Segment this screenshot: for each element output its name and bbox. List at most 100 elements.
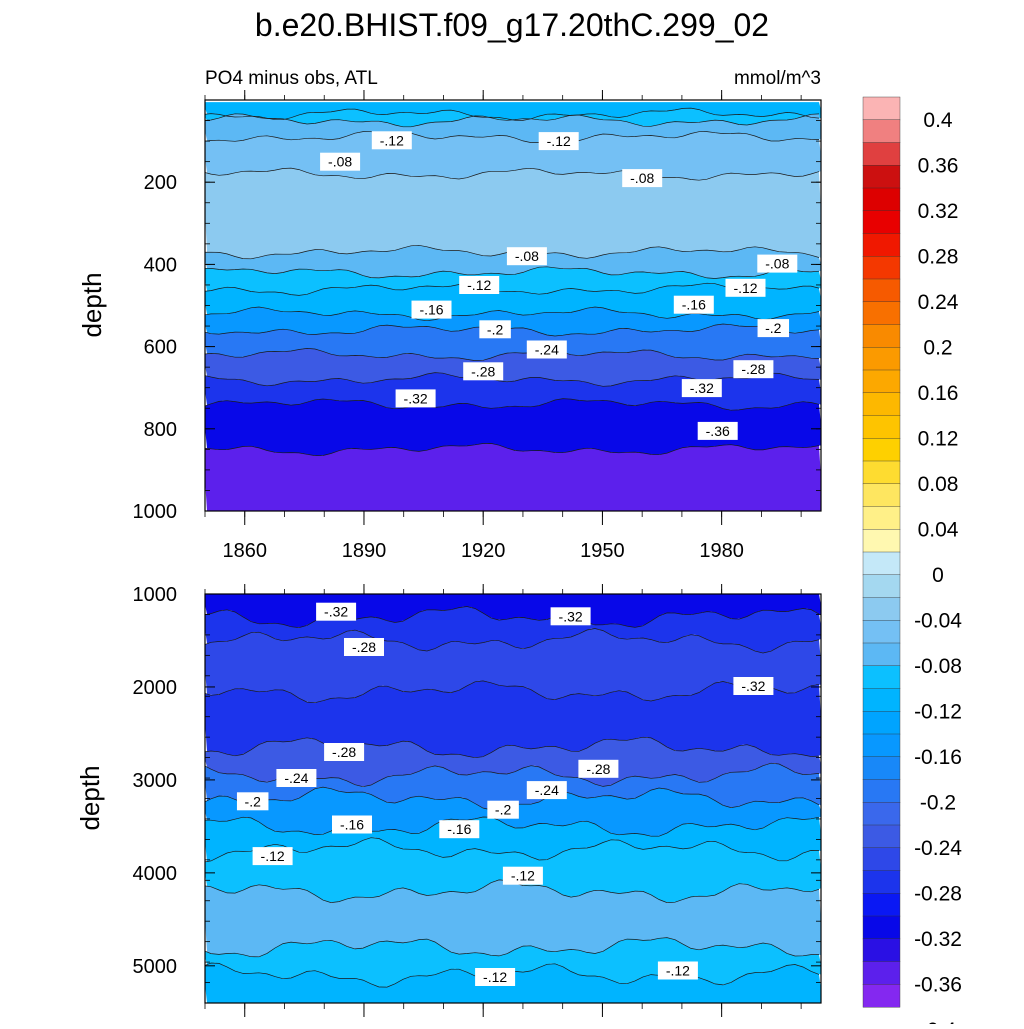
lower-contour-label-text: -.12 [483, 969, 507, 985]
colorbar-box [862, 392, 901, 416]
upper-band [205, 307, 821, 336]
upper-x-tick-label: 1950 [580, 540, 625, 562]
upper-y-tick-label: 800 [144, 419, 177, 441]
colorbar-tick-label: 0.12 [918, 427, 959, 450]
lower-contour-label-bg [316, 602, 357, 621]
colorbar-box [862, 893, 901, 917]
lower-contour-label-text: -.32 [741, 678, 765, 694]
upper-contour-line [205, 398, 820, 411]
lower-contour-label-bg [236, 792, 269, 811]
upper-contour-label-text: -.08 [515, 248, 539, 264]
lower-contour-label-text: -.24 [284, 770, 308, 786]
colorbar-box [862, 915, 901, 940]
lower-contour-line [205, 736, 820, 759]
colorbar-box [862, 688, 901, 712]
colorbar-tick-label: -0.36 [914, 973, 962, 996]
colorbar-box [862, 870, 901, 894]
colorbar-tick-label: 0.4 [923, 109, 953, 132]
lower-contour-label: -.2 [487, 800, 519, 819]
lower-contour-label-text: -.32 [324, 604, 348, 620]
colorbar-box [862, 210, 901, 234]
upper-contour-label: -.08 [757, 254, 798, 273]
lower-contour-label-text: -.12 [511, 868, 535, 884]
colorbar-box [862, 802, 901, 826]
lower-contour-label-bg [475, 968, 516, 986]
upper-band [205, 283, 821, 321]
lower-contour-label: -.12 [252, 847, 293, 866]
upper-contour-label-text: -.28 [741, 361, 765, 377]
colorbar-boxes [862, 96, 901, 1008]
upper-contour-label-bg [681, 379, 722, 398]
colorbar-tick-label: -0.12 [914, 700, 962, 723]
upper-band [205, 102, 821, 121]
colorbar-box [862, 506, 901, 530]
upper-contour-label: -.12 [459, 276, 500, 294]
colorbar-tick-label: -0.24 [914, 837, 962, 860]
upper-contour-label: -.12 [538, 132, 579, 151]
lower-contour-labels: -.32 -.32 -.28 -.32 -.28 -.28 -.24 -.24 -.2 -.2 -.… [236, 602, 774, 986]
lower-contour-label-text: -.2 [495, 802, 512, 818]
colorbar-tick-label: 0 [932, 564, 944, 587]
upper-x-tick-label: 1890 [342, 540, 387, 562]
colorbar-box [862, 324, 901, 348]
upper-contour-fill [205, 102, 821, 511]
colorbar-box [862, 483, 901, 507]
colorbar-tick-label: 0.04 [918, 518, 959, 541]
colorbar-box [862, 233, 901, 257]
upper-contour-label: -.28 [463, 362, 504, 381]
upper-band [205, 266, 821, 296]
upper-contour-label: -.2 [757, 319, 790, 338]
upper-contour-label-text: -.32 [690, 380, 714, 396]
colorbar-box [862, 847, 901, 871]
colorbar-tick-label: -0.16 [914, 746, 962, 769]
upper-y-axis-label: depth [77, 272, 107, 337]
upper-contour-label-bg [757, 319, 790, 338]
chart-title: b.e20.BHIST.f09_g17.20thC.299_02 [255, 7, 769, 43]
upper-contour-label-text: -.16 [682, 297, 706, 313]
upper-contour-label: -.12 [725, 278, 766, 297]
upper-ticks: 200 400 600 800 1000 1860 1890 1920 1950 1980 [133, 90, 821, 562]
upper-contour-label-text: -.12 [380, 132, 404, 148]
colorbar-tick-label: 0.24 [918, 291, 959, 314]
lower-contour-label-bg [332, 815, 372, 834]
upper-contour-label: -.24 [526, 340, 567, 359]
upper-contour-label-bg [506, 247, 547, 266]
lower-contour-line [205, 837, 820, 863]
upper-contour-label-bg [538, 132, 579, 151]
colorbar-tick-label: 0.32 [918, 200, 959, 223]
lower-contour-label-bg [526, 781, 567, 800]
lower-y-tick-label: 4000 [133, 863, 178, 885]
colorbar-box [862, 574, 901, 598]
lower-band [205, 763, 821, 810]
upper-contour-label: -.08 [320, 152, 361, 171]
lower-contour-label-text: -.32 [559, 608, 583, 624]
upper-contour-label-bg [673, 295, 714, 314]
lower-contour-label: -.28 [324, 743, 365, 761]
lower-y-tick-label: 1000 [133, 584, 178, 606]
colorbar-box [862, 597, 901, 621]
upper-contour-labels: -.12 -.12 -.08 -.08 -.08 -.08 -.12 -.12 -.16 -.16… [320, 131, 798, 440]
lower-contour-line [205, 680, 820, 704]
lower-contour-label-bg [439, 820, 480, 839]
upper-contour-label-text: -.16 [419, 302, 443, 318]
colorbar-tick-label: 0.2 [923, 336, 952, 359]
upper-contour-label-text: -.12 [733, 280, 757, 296]
colorbar-box [862, 824, 901, 849]
upper-contour-line [205, 348, 820, 361]
upper-y-tick-label: 1000 [133, 501, 178, 523]
colorbar-box [862, 142, 901, 166]
upper-band [205, 398, 821, 456]
upper-contour-label-bg [395, 389, 436, 408]
upper-contour-line [205, 131, 820, 143]
upper-band [205, 443, 821, 511]
colorbar-box [862, 984, 901, 1008]
lower-band [205, 606, 821, 653]
lower-contour-label: -.28 [578, 759, 619, 778]
upper-contour-label-bg [697, 421, 738, 440]
upper-contour-label-text: -.08 [328, 154, 352, 170]
colorbar-tick-label: 0.16 [918, 382, 959, 405]
lower-contour-label: -.24 [276, 769, 317, 787]
upper-contour-label-text: -.08 [630, 170, 654, 186]
